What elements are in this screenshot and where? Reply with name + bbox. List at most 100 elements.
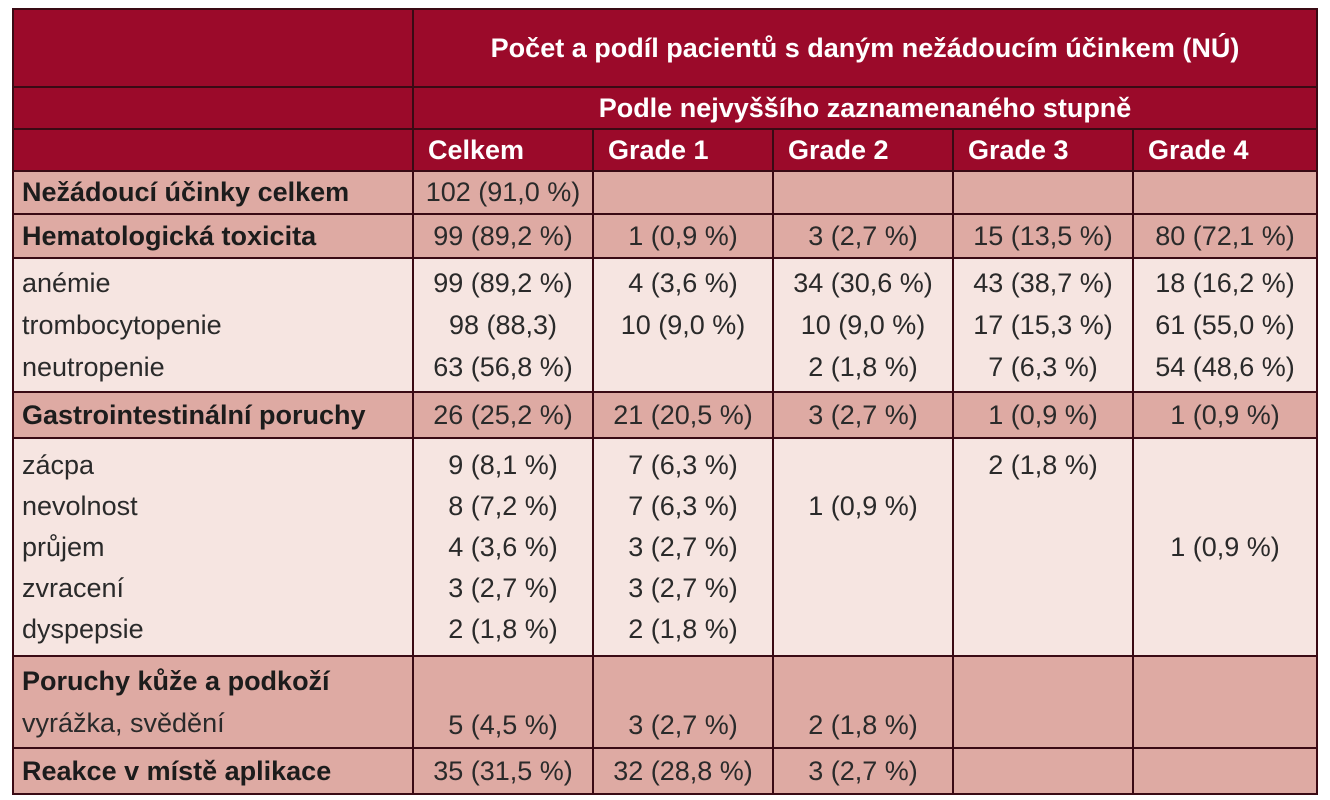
cell-grade-4 [1131, 170, 1319, 215]
cell-celkem: 26 (25,2 %) [412, 391, 594, 439]
cell-grade-3: 43 (38,7 %) 17 (15,3 %) 7 (6,3 %) [952, 257, 1134, 393]
cell-grade-1: 4 (3,6 %) 10 (9,0 %) [592, 257, 774, 393]
value: 98 (88,3) [448, 310, 558, 340]
cell-grade-2 [772, 170, 954, 215]
value: 34 (30,6 %) [793, 268, 933, 298]
value: 61 (55,0 %) [1155, 310, 1295, 340]
cell-grade-3: 15 (13,5 %) [952, 213, 1134, 259]
header-corner-cell [12, 8, 414, 88]
sub-label: zácpa [22, 450, 95, 480]
value: 4 (3,6 %) [448, 532, 558, 562]
cell-grade-4 [1131, 747, 1319, 795]
cell-grade-1: 21 (20,5 %) [592, 391, 774, 439]
cell-celkem: 99 (89,2 %) [412, 213, 594, 259]
cell-grade-1: 1 (0,9 %) [592, 213, 774, 259]
table-row-injection-site: Reakce v místě aplikace 35 (31,5 %) 32 (… [12, 747, 1319, 795]
cell-grade-3 [952, 170, 1134, 215]
cell-grade-4: 1 (0,9 %) [1131, 391, 1319, 439]
value: 1 (0,9 %) [808, 491, 918, 521]
header-row-title: Počet a podíl pacientů s daným nežádoucí… [12, 8, 1319, 88]
table-row-gastrointestinal-subitems: zácpa nevolnost průjem zvracení dyspepsi… [12, 437, 1319, 657]
cell-grade-2: 1 (0,9 %) [772, 437, 954, 657]
cell-grade-2: 34 (30,6 %) 10 (9,0 %) 2 (1,8 %) [772, 257, 954, 393]
value: 43 (38,7 %) [973, 268, 1113, 298]
cell-grade-3 [952, 655, 1134, 749]
cell-celkem: 9 (8,1 %) 8 (7,2 %) 4 (3,6 %) 3 (2,7 %) … [412, 437, 594, 657]
value: 3 (2,7 %) [628, 573, 738, 603]
cell-grade-1 [592, 170, 774, 215]
header-row-subtitle: Podle nejvyššího zaznamenaného stupně [12, 86, 1319, 130]
cell-grade-1: 7 (6,3 %) 7 (6,3 %) 3 (2,7 %) 3 (2,7 %) … [592, 437, 774, 657]
column-header-grade-2: Grade 2 [772, 128, 954, 172]
header-corner-cell [12, 128, 414, 172]
value: 2 (1,8 %) [448, 614, 558, 644]
cell-celkem: 5 (4,5 %) [412, 655, 594, 749]
sub-label: průjem [22, 532, 105, 562]
cell-grade-2: 3 (2,7 %) [772, 747, 954, 795]
table-subtitle: Podle nejvyššího zaznamenaného stupně [411, 86, 1319, 130]
cell-grade-4: 18 (16,2 %) 61 (55,0 %) 54 (48,6 %) [1131, 257, 1319, 393]
value: 2 (1,8 %) [628, 614, 738, 644]
value: 4 (3,6 %) [628, 268, 738, 298]
cell-celkem: 102 (91,0 %) [412, 170, 594, 215]
cell-grade-4: 80 (72,1 %) [1131, 213, 1319, 259]
table-row-total: Nežádoucí účinky celkem 102 (91,0 %) [12, 170, 1319, 215]
table-row-skin: Poruchy kůže a podkoží vyrážka, svědění … [12, 655, 1319, 749]
table-row-gastrointestinal: Gastrointestinální poruchy 26 (25,2 %) 2… [12, 391, 1319, 439]
value: 7 (6,3 %) [988, 352, 1098, 382]
cell-grade-4: 1 (0,9 %) [1131, 437, 1319, 657]
value: 2 (1,8 %) [988, 450, 1098, 480]
adverse-events-table-wrapper: Počet a podíl pacientů s daným nežádoucí… [12, 8, 1319, 795]
table-row-hematologic-subitems: anémie trombocytopenie neutropenie 99 (8… [12, 257, 1319, 393]
cell-grade-1: 3 (2,7 %) [592, 655, 774, 749]
sub-label: dyspepsie [22, 614, 144, 644]
cell-celkem: 99 (89,2 %) 98 (88,3) 63 (56,8 %) [412, 257, 594, 393]
cell-grade-3: 2 (1,8 %) [952, 437, 1134, 657]
value: 3 (2,7 %) [448, 573, 558, 603]
table-row-hematologic: Hematologická toxicita 99 (89,2 %) 1 (0,… [12, 213, 1319, 259]
sub-label: vyrážka, svědění [22, 708, 225, 738]
value: 99 (89,2 %) [433, 268, 573, 298]
sub-labels: zácpa nevolnost průjem zvracení dyspepsi… [12, 437, 414, 657]
cell-grade-3 [952, 747, 1134, 795]
cell-grade-3: 1 (0,9 %) [952, 391, 1134, 439]
cell-grade-2: 3 (2,7 %) [772, 391, 954, 439]
value: 2 (1,8 %) [808, 352, 918, 382]
row-label: Gastrointestinální poruchy [12, 391, 414, 439]
column-header-grade-3: Grade 3 [952, 128, 1134, 172]
sub-label: zvracení [22, 573, 125, 603]
value: 10 (9,0 %) [620, 310, 746, 340]
value: 1 (0,9 %) [1170, 532, 1280, 562]
table-title: Počet a podíl pacientů s daným nežádoucí… [411, 8, 1319, 88]
column-header-grade-1: Grade 1 [592, 128, 774, 172]
value: 10 (9,0 %) [800, 310, 926, 340]
cell-grade-2: 3 (2,7 %) [772, 213, 954, 259]
row-label: Poruchy kůže a podkoží vyrážka, svědění [12, 655, 414, 749]
sub-label: anémie [22, 268, 111, 298]
cell-grade-2: 2 (1,8 %) [772, 655, 954, 749]
sub-label: trombocytopenie [22, 310, 222, 340]
adverse-events-table: Počet a podíl pacientů s daným nežádoucí… [12, 8, 1319, 795]
header-row-columns: Celkem Grade 1 Grade 2 Grade 3 Grade 4 [12, 128, 1319, 172]
row-label: Reakce v místě aplikace [12, 747, 414, 795]
sub-label: neutropenie [22, 352, 165, 382]
value: 3 (2,7 %) [628, 532, 738, 562]
value: 63 (56,8 %) [433, 352, 573, 382]
row-label: Hematologická toxicita [12, 213, 414, 259]
value: 7 (6,3 %) [628, 450, 738, 480]
value: 54 (48,6 %) [1155, 352, 1295, 382]
value: 8 (7,2 %) [448, 491, 558, 521]
value: 9 (8,1 %) [448, 450, 558, 480]
value: 7 (6,3 %) [628, 491, 738, 521]
cell-grade-4 [1131, 655, 1319, 749]
row-label: Nežádoucí účinky celkem [12, 170, 414, 215]
value [602, 346, 764, 388]
sub-labels: anémie trombocytopenie neutropenie [12, 257, 414, 393]
cell-grade-1: 32 (28,8 %) [592, 747, 774, 795]
value: 17 (15,3 %) [973, 310, 1113, 340]
sub-label: nevolnost [22, 491, 138, 521]
cell-celkem: 35 (31,5 %) [412, 747, 594, 795]
value: 18 (16,2 %) [1155, 268, 1295, 298]
row-label-main: Poruchy kůže a podkoží [22, 666, 330, 696]
column-header-celkem: Celkem [412, 128, 594, 172]
